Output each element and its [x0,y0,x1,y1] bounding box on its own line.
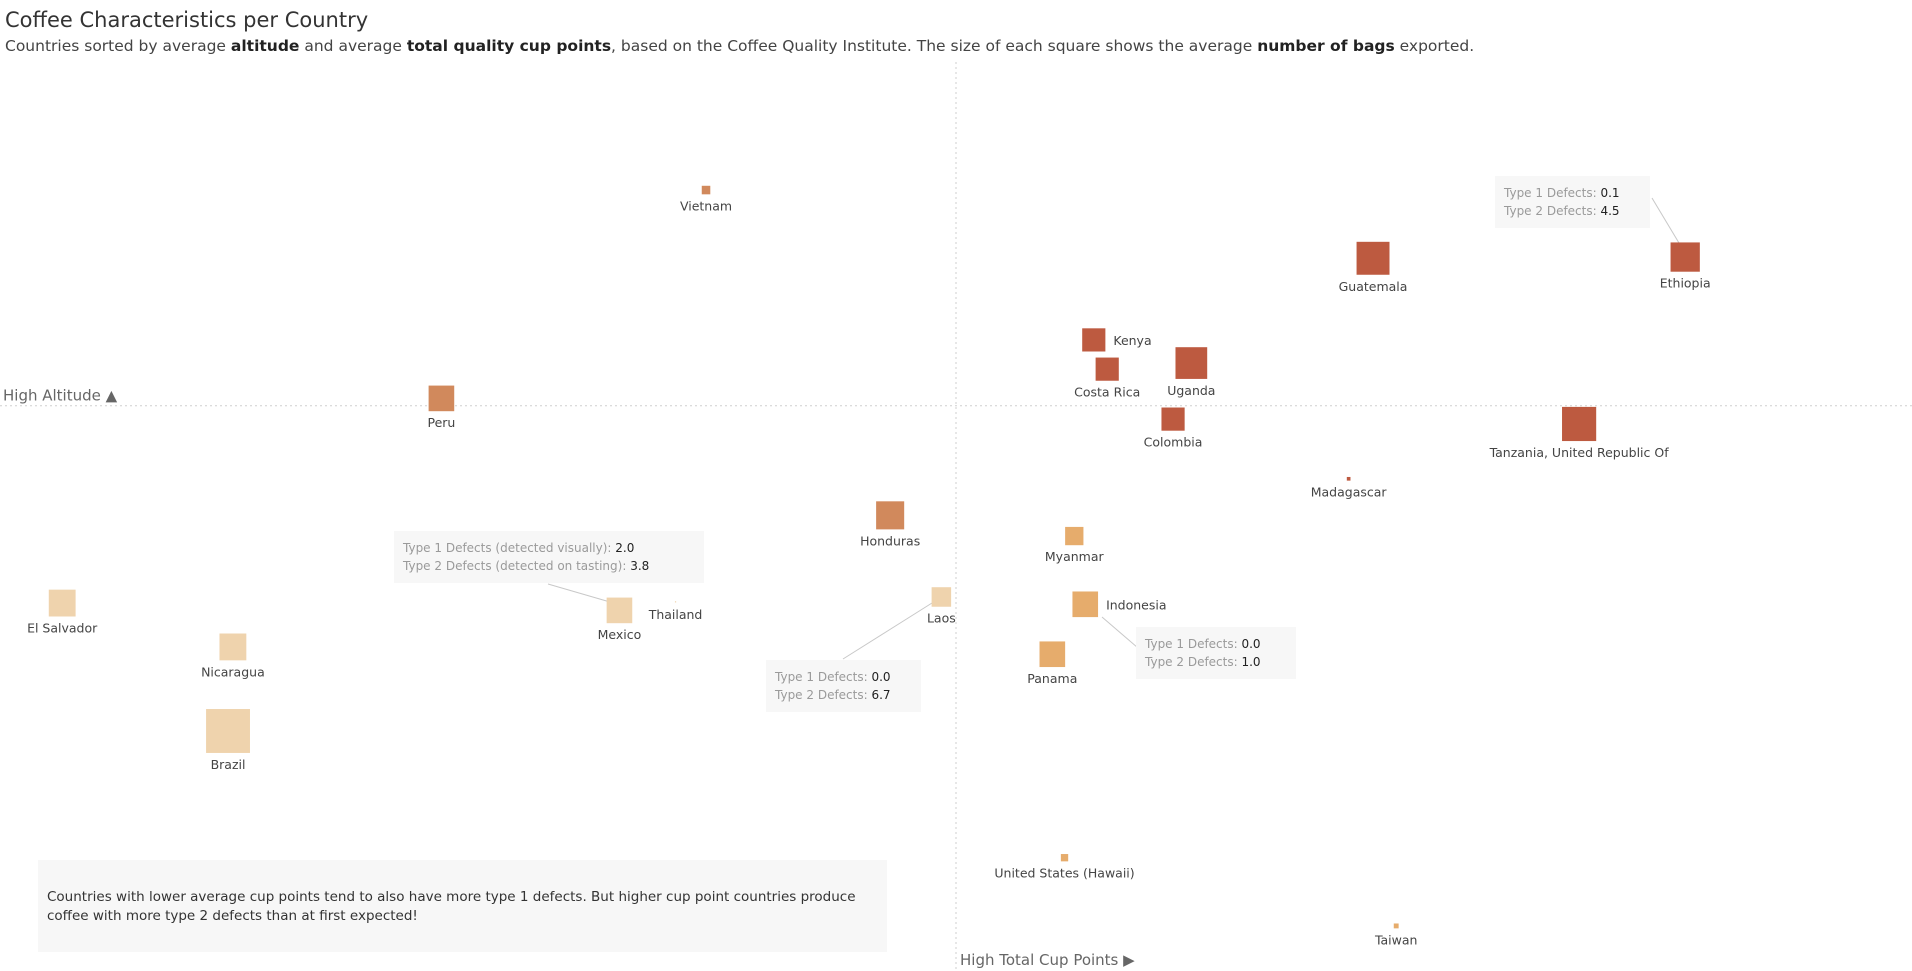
annotation-key: Type 1 Defects: [774,670,871,684]
country-label: Honduras [860,533,920,548]
point-nicaragua [219,633,247,661]
annotation-row: Type 2 Defects (detected on tasting): 3.… [402,559,649,573]
country-label: El Salvador [27,620,98,635]
country-label: Myanmar [1045,549,1105,564]
point-honduras [876,501,905,530]
annotation-leader-lines [547,197,1683,660]
axis-labels: High Altitude ▲ High Total Cup Points ▶ [3,387,1135,969]
annotation-value: 4.5 [1600,204,1619,218]
annotation-box [1495,176,1650,228]
annotation-row: Type 1 Defects: 0.1 [1503,186,1620,200]
insight-note: Countries with lower average cup points … [38,860,887,952]
annotation-key: Type 1 Defects: [1503,186,1600,200]
annotation-value: 2.0 [615,541,634,555]
point-united-states-hawaii- [1060,854,1069,862]
country-label: Taiwan [1374,932,1418,947]
point-costa-rica [1095,357,1119,381]
country-label: Panama [1027,671,1077,686]
x-axis-label: High Total Cup Points ▶ [960,951,1135,969]
country-label: Kenya [1113,333,1151,348]
point-panama [1039,641,1066,668]
point-vietnam [701,185,711,195]
country-label: Mexico [598,627,642,642]
country-label: Tanzania, United Republic Of [1489,445,1670,460]
country-label: Guatemala [1339,279,1408,294]
country-label: Laos [927,611,956,626]
country-label: Ethiopia [1660,276,1711,291]
point-ethiopia [1670,242,1700,272]
point-mexico [606,597,633,624]
country-label: Nicaragua [201,664,265,679]
annotation-mexico: Type 1 Defects (detected visually): 2.0T… [394,531,704,583]
country-label: Madagascar [1311,485,1388,500]
point-colombia [1161,407,1185,431]
leader-line [842,602,933,660]
point-kenya [1082,328,1106,352]
annotation-row: Type 1 Defects: 0.0 [774,670,891,684]
annotation-value: 3.8 [630,559,649,573]
country-points [48,185,1700,929]
point-indonesia [1072,591,1099,618]
country-label: Peru [427,415,455,430]
annotation-value: 6.7 [871,688,890,702]
country-label: Vietnam [680,198,732,213]
annotation-key: Type 2 Defects: [774,688,871,702]
annotation-key: Type 2 Defects: [1503,204,1600,218]
country-label: Brazil [211,757,246,772]
country-label: United States (Hawaii) [994,865,1134,880]
country-label: Uganda [1167,383,1215,398]
subtitle-part: Countries sorted by average [5,37,231,55]
country-label: Colombia [1144,435,1203,450]
country-labels: Vietnam Peru Honduras Guatemala Ethiopia Keny… [27,198,1711,947]
annotation-box [1136,627,1296,679]
leader-line [1651,197,1683,249]
annotation-value: 1.0 [1241,655,1260,669]
annotation-key: Type 2 Defects (detected on tasting): [402,559,630,573]
country-label: Thailand [648,607,703,622]
point-laos [931,587,952,607]
point-peru [428,385,455,412]
subtitle-part-bold: altitude [230,37,300,55]
annotation-value: 0.1 [1600,186,1619,200]
point-brazil [206,709,250,753]
annotation-row: Type 1 Defects (detected visually): 2.0 [402,541,634,555]
subtitle-part: and average [299,37,407,55]
subtitle-part: exported. [1394,37,1475,55]
annotation-key: Type 1 Defects: [1144,637,1241,651]
annotation-box [766,660,921,712]
annotation-row: Type 2 Defects: 4.5 [1503,204,1620,218]
subtitle-part-bold: total quality cup points [406,37,612,55]
annotation-row: Type 1 Defects: 0.0 [1144,637,1261,651]
subtitle-part-bold: number of bags [1257,37,1395,55]
point-tanzania-united-republic-of [1562,406,1597,442]
page-subtitle: Countries sorted by average altitude and… [5,37,1474,55]
annotation-box [394,531,704,583]
point-taiwan [1393,923,1399,929]
annotation-key: Type 2 Defects: [1144,655,1241,669]
point-madagascar [1346,476,1351,481]
annotation-row: Type 2 Defects: 6.7 [774,688,891,702]
page-title: Coffee Characteristics per Country [5,8,369,32]
annotation-value: 0.0 [871,670,890,684]
annotation-value: 0.0 [1241,637,1260,651]
point-myanmar [1065,526,1084,546]
point-el-salvador [48,589,76,617]
y-axis-label: High Altitude ▲ [3,387,118,405]
point-guatemala [1356,241,1390,275]
subtitle-part: , based on the Coffee Quality Institute.… [611,37,1258,55]
point-thailand [674,601,677,603]
leader-line [547,583,611,603]
point-uganda [1175,347,1208,379]
country-label: Indonesia [1106,597,1166,612]
annotation-key: Type 1 Defects (detected visually): [402,541,615,555]
country-label: Costa Rica [1074,385,1140,400]
annotation-row: Type 2 Defects: 1.0 [1144,655,1261,669]
